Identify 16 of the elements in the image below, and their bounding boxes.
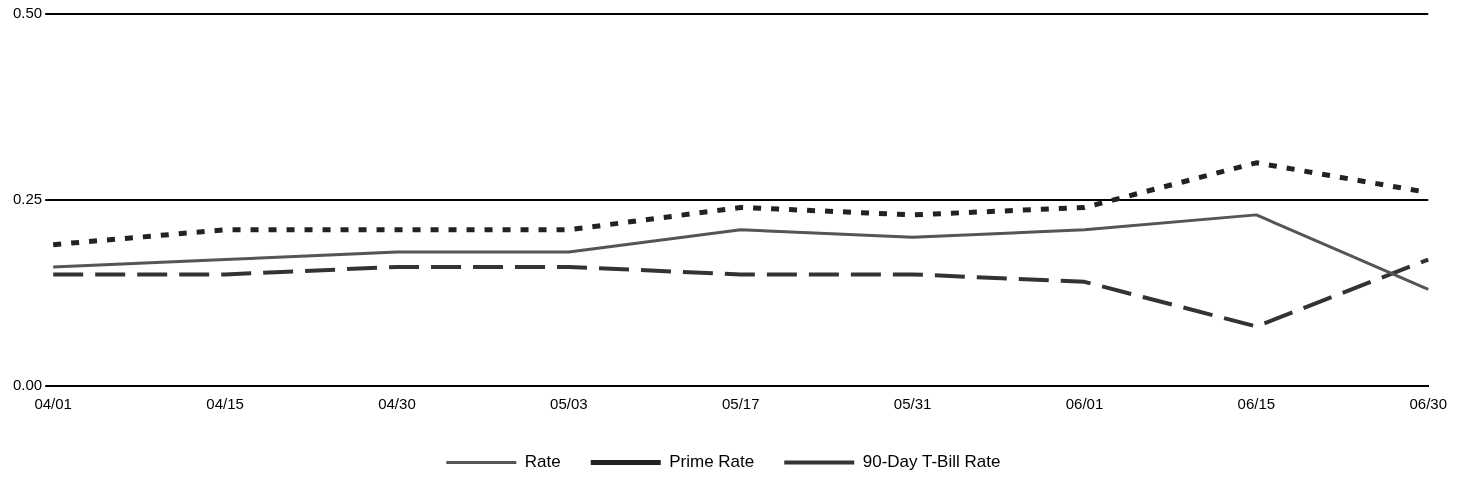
legend-label: Rate: [524, 452, 561, 472]
x-tick-label: 06/30: [1409, 395, 1448, 413]
x-tick-label: 04/30: [378, 395, 416, 413]
x-tick-label: 05/17: [721, 395, 760, 413]
line-series: [51, 257, 1431, 329]
x-tick-label: 06/15: [1237, 395, 1276, 413]
x-tick-label: 04/15: [206, 395, 244, 413]
y-tick-label: 0.50: [12, 4, 43, 22]
y-tick-label: 0.25: [12, 190, 43, 208]
x-tick-label: 06/01: [1065, 395, 1104, 413]
x-tick-label: 05/31: [893, 395, 932, 413]
x-tick-label: 05/03: [550, 395, 588, 413]
y-tick-label: 0.00: [12, 376, 43, 394]
legend-label: 90-Day T-Bill Rate: [862, 452, 1001, 472]
legend-label: Prime Rate: [669, 452, 755, 472]
x-tick-label: 04/01: [34, 395, 72, 413]
